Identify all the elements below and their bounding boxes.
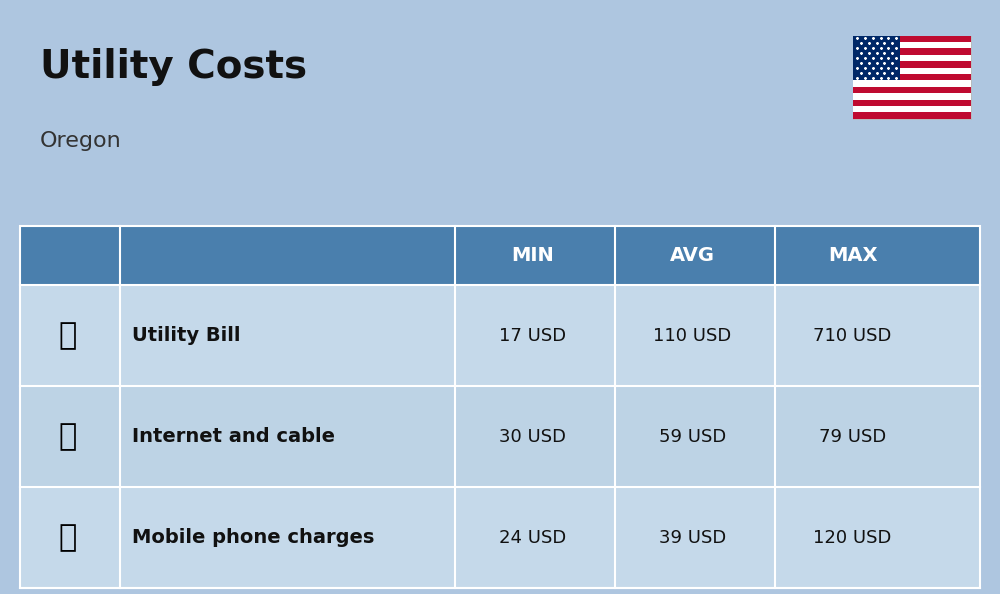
Bar — [853, 80, 971, 87]
Text: 17 USD: 17 USD — [499, 327, 566, 345]
Bar — [853, 106, 971, 112]
Text: 79 USD: 79 USD — [819, 428, 886, 446]
Bar — [853, 42, 971, 49]
Text: 📱: 📱 — [58, 523, 77, 552]
Bar — [853, 36, 900, 80]
Text: 24 USD: 24 USD — [499, 529, 566, 546]
Text: 30 USD: 30 USD — [499, 428, 566, 446]
Text: 📶: 📶 — [58, 422, 77, 451]
Bar — [853, 87, 971, 93]
Text: MIN: MIN — [511, 246, 554, 265]
Text: Oregon: Oregon — [40, 131, 122, 151]
Text: MAX: MAX — [828, 246, 877, 265]
Bar — [853, 112, 971, 119]
Bar — [853, 93, 971, 100]
Text: 110 USD: 110 USD — [653, 327, 732, 345]
Text: 710 USD: 710 USD — [813, 327, 892, 345]
Text: 59 USD: 59 USD — [659, 428, 726, 446]
Text: Utility Bill: Utility Bill — [132, 326, 240, 345]
Text: Internet and cable: Internet and cable — [132, 427, 335, 446]
Bar — [853, 74, 971, 80]
Bar — [853, 55, 971, 61]
FancyBboxPatch shape — [20, 285, 980, 386]
Text: AVG: AVG — [670, 246, 715, 265]
Text: Mobile phone charges: Mobile phone charges — [132, 528, 374, 547]
Bar — [853, 61, 971, 68]
FancyBboxPatch shape — [853, 36, 971, 119]
Text: 🔌: 🔌 — [58, 321, 77, 350]
Bar — [853, 100, 971, 106]
Bar — [853, 49, 971, 55]
Text: 39 USD: 39 USD — [659, 529, 726, 546]
Bar — [853, 68, 971, 74]
Text: 120 USD: 120 USD — [813, 529, 892, 546]
FancyBboxPatch shape — [20, 386, 980, 487]
FancyBboxPatch shape — [20, 487, 980, 588]
Text: Utility Costs: Utility Costs — [40, 48, 307, 86]
FancyBboxPatch shape — [20, 226, 980, 285]
Bar — [853, 36, 971, 42]
